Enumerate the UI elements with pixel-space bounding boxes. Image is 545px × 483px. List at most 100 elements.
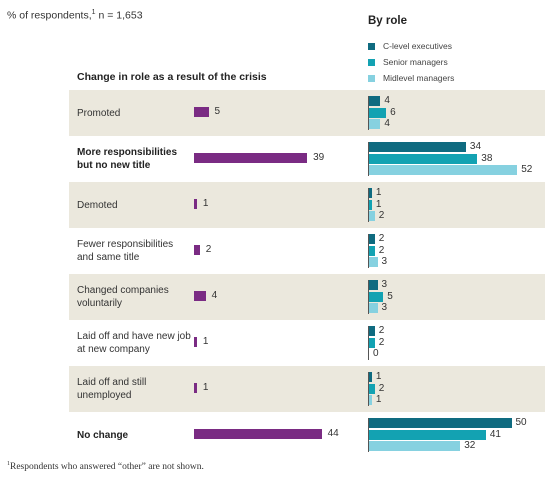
role-value-label: 1 xyxy=(375,394,382,405)
total-bar xyxy=(194,337,197,347)
category-label: No change xyxy=(77,429,129,441)
legend-swatch xyxy=(368,74,375,82)
legend-label: Senior managers xyxy=(383,57,448,67)
legend-label: Midlevel managers xyxy=(383,73,455,83)
total-bar xyxy=(194,199,197,209)
legend-item: Midlevel managers xyxy=(368,70,454,86)
category-label: Changed companies voluntarily xyxy=(77,285,169,309)
row-background xyxy=(69,90,545,136)
total-value-label: 1 xyxy=(202,336,209,347)
role-value-label: 2 xyxy=(378,244,385,256)
role-bar xyxy=(369,107,387,118)
total-value-label: 4 xyxy=(211,290,218,301)
role-bar xyxy=(369,291,384,302)
role-bar xyxy=(369,429,486,440)
role-value-label: 4 xyxy=(384,95,390,106)
role-bar xyxy=(369,142,466,152)
role-value-label: 34 xyxy=(469,141,482,152)
role-value-label: 3 xyxy=(381,279,388,290)
subtitle-text: % of respondents, xyxy=(7,9,92,22)
legend: C-level executives Senior managers Midleve… xyxy=(368,38,454,86)
role-bar xyxy=(369,211,375,221)
role-bar xyxy=(369,372,372,382)
role-value-label: 1 xyxy=(375,371,382,382)
category-label: Demoted xyxy=(77,199,118,211)
category-label: Fewer responsibilities and same title xyxy=(77,239,174,263)
chart-subtitle: % of respondents,1 n = 1,653 xyxy=(7,9,143,22)
legend-swatch xyxy=(368,58,375,66)
role-value-label: 0 xyxy=(373,348,379,359)
category-label: More responsibilities but no new title xyxy=(77,147,178,171)
legend-swatch xyxy=(368,42,375,50)
role-bar xyxy=(369,337,375,348)
role-bar xyxy=(369,280,378,290)
role-bar xyxy=(369,395,372,405)
total-bar xyxy=(194,291,206,301)
row-background xyxy=(69,182,545,228)
role-value-label: 2 xyxy=(378,233,385,244)
role-bar xyxy=(369,153,478,164)
role-value-label: 3 xyxy=(381,302,388,313)
role-bar xyxy=(369,383,375,394)
total-bar xyxy=(194,107,209,117)
role-value-label: 32 xyxy=(464,440,476,451)
total-value-label: 5 xyxy=(214,106,221,117)
row-background xyxy=(69,274,545,320)
role-bar xyxy=(369,199,372,210)
role-value-label: 52 xyxy=(521,164,533,175)
legend-item: Senior managers xyxy=(368,54,454,70)
role-axis-line xyxy=(368,280,369,314)
role-value-label: 5 xyxy=(387,290,393,302)
role-value-label: 2 xyxy=(378,336,385,348)
role-value-label: 2 xyxy=(378,325,385,336)
category-label: Laid off and have new job at new company xyxy=(77,331,191,355)
category-label: Promoted xyxy=(77,107,121,119)
role-value-label: 3 xyxy=(381,256,388,267)
role-bar xyxy=(369,418,512,428)
role-value-label: 1 xyxy=(375,187,382,198)
total-value-label: 39 xyxy=(313,152,325,163)
role-value-label: 38 xyxy=(481,152,493,164)
role-value-label: 4 xyxy=(384,118,390,129)
total-bar xyxy=(194,429,322,439)
role-bar xyxy=(369,188,372,198)
role-value-label: 50 xyxy=(515,417,527,428)
legend-label: C-level executives xyxy=(383,41,452,51)
role-bar xyxy=(369,96,381,106)
role-value-label: 2 xyxy=(378,382,385,394)
section-heading: Change in role as a result of the crisis xyxy=(77,71,267,83)
role-axis-line xyxy=(368,142,369,176)
role-value-label: 6 xyxy=(390,106,396,118)
role-value-label: 2 xyxy=(378,210,385,221)
role-bar xyxy=(369,245,375,256)
footnote-marker: 1 xyxy=(7,461,10,467)
total-value-label: 1 xyxy=(202,382,209,393)
role-bar xyxy=(369,303,378,313)
total-bar xyxy=(194,245,200,255)
role-bar xyxy=(369,441,461,451)
role-value-label: 41 xyxy=(489,428,501,440)
role-bar xyxy=(369,165,518,175)
subtitle-sample-size: n = 1,653 xyxy=(95,9,143,22)
legend-item: C-level executives xyxy=(368,38,454,54)
role-axis-line xyxy=(368,188,369,222)
role-axis-line xyxy=(368,96,369,130)
role-bar xyxy=(369,257,378,267)
role-axis-line xyxy=(368,418,369,452)
role-axis-line xyxy=(368,234,369,268)
footnote: 1Respondents who answered “other” are no… xyxy=(7,461,204,472)
total-bar xyxy=(194,153,308,163)
role-bar xyxy=(369,326,375,336)
row-background xyxy=(69,366,545,412)
role-value-label: 1 xyxy=(375,198,382,210)
subtitle-footnote-marker: 1 xyxy=(91,9,96,16)
role-axis-line xyxy=(368,326,369,360)
total-value-label: 1 xyxy=(202,198,209,209)
by-role-heading: By role xyxy=(368,15,407,27)
role-axis-line xyxy=(368,372,369,406)
total-value-label: 44 xyxy=(327,428,339,439)
role-bar xyxy=(369,119,381,129)
category-label: Laid off and still unemployed xyxy=(77,377,147,401)
total-bar xyxy=(194,383,197,393)
role-bar xyxy=(369,234,375,244)
